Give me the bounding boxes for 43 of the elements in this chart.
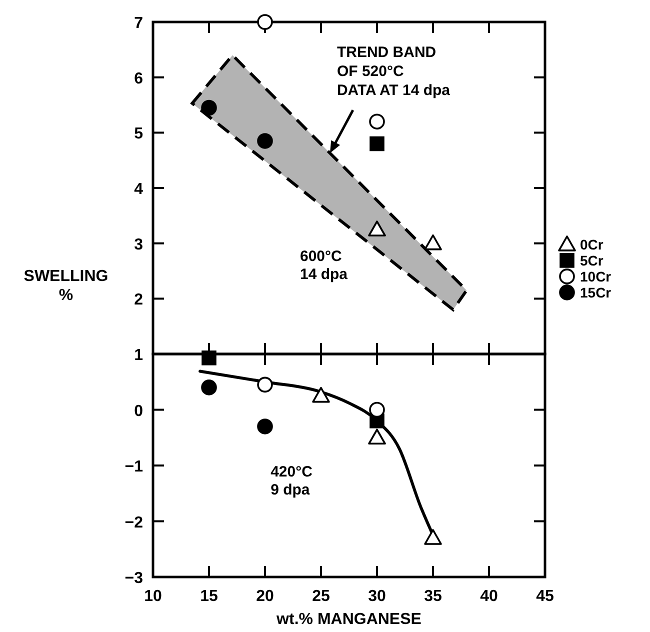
x-axis-title: wt.% MANGANESE xyxy=(276,611,422,628)
y-axis-title: SWELLING % xyxy=(24,268,108,304)
legend-label: 15Cr xyxy=(580,284,612,300)
point xyxy=(257,133,273,149)
annotation: 420°C 9 dpa xyxy=(270,464,313,499)
point xyxy=(370,136,384,152)
y-tick-label: 6 xyxy=(134,70,144,88)
point xyxy=(201,100,217,116)
annotation: TREND BAND OF 520°C DATA AT 14 dpa xyxy=(336,44,451,100)
x-tick-label: 20 xyxy=(256,588,274,605)
x-tick-label: 35 xyxy=(424,588,442,605)
x-tick-label: 25 xyxy=(312,588,330,605)
point xyxy=(202,350,216,366)
y-tick-label: 0 xyxy=(134,402,144,420)
y-tick-label: 1 xyxy=(134,347,144,364)
y-tick-label: 5 xyxy=(134,126,144,143)
y-tick-label: 4 xyxy=(134,181,144,198)
point xyxy=(257,376,273,393)
point xyxy=(368,220,386,236)
point xyxy=(368,428,386,445)
y-tick-label: 2 xyxy=(134,292,144,309)
x-tick-label: 40 xyxy=(480,588,498,605)
point xyxy=(369,114,385,130)
x-tick-label: 10 xyxy=(144,588,162,605)
x-tick-label: 15 xyxy=(200,588,218,605)
point xyxy=(424,529,442,545)
y-tick-label: −1 xyxy=(124,458,144,476)
point xyxy=(424,234,442,250)
legend-label: 0Cr xyxy=(580,236,604,252)
point xyxy=(257,418,273,434)
y-tick-label: −2 xyxy=(124,514,144,532)
annotation: 600°C 14 dpa xyxy=(300,248,348,284)
y-tick-label: 7 xyxy=(134,15,144,32)
point xyxy=(201,380,217,396)
y-tick-label: 3 xyxy=(134,236,144,254)
legend-label: 5Cr xyxy=(580,252,604,268)
y-tick-label: −3 xyxy=(124,570,144,587)
point xyxy=(369,402,385,418)
x-tick-label: 45 xyxy=(536,588,554,605)
x-tick-label: 30 xyxy=(368,588,386,605)
point xyxy=(257,14,273,30)
point xyxy=(312,386,330,403)
legend-label: 10Cr xyxy=(580,268,612,284)
